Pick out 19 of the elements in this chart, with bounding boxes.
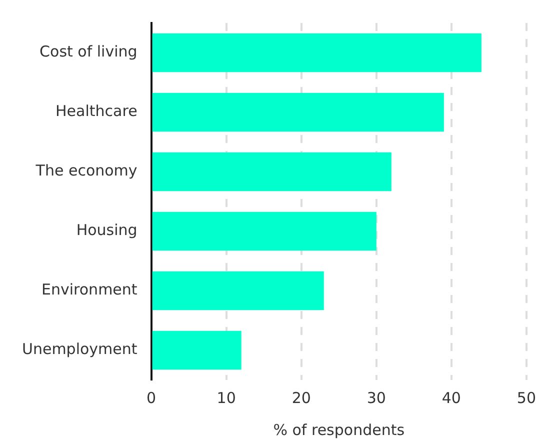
x-axis-title: % of respondents (273, 420, 405, 439)
bar (152, 271, 324, 310)
bar (152, 92, 444, 132)
y-tick-label: Housing (76, 221, 138, 240)
x-tick-label: 10 (216, 388, 236, 407)
x-tick-label: 40 (442, 388, 461, 407)
x-tick-label: 0 (146, 388, 156, 407)
y-tick-label: Unemployment (22, 340, 138, 358)
x-tick-label: 30 (366, 388, 386, 407)
y-tick-label: Cost of living (40, 42, 138, 61)
bar (152, 212, 376, 251)
y-tick-label: Environment (42, 280, 138, 299)
y-tick-label: Healthcare (56, 102, 138, 120)
bar (152, 330, 242, 370)
x-tick-label: 50 (516, 388, 536, 407)
y-tick-label: The economy (34, 162, 138, 180)
bar (152, 33, 482, 72)
x-tick-label: 20 (292, 388, 311, 407)
bar (152, 152, 392, 192)
